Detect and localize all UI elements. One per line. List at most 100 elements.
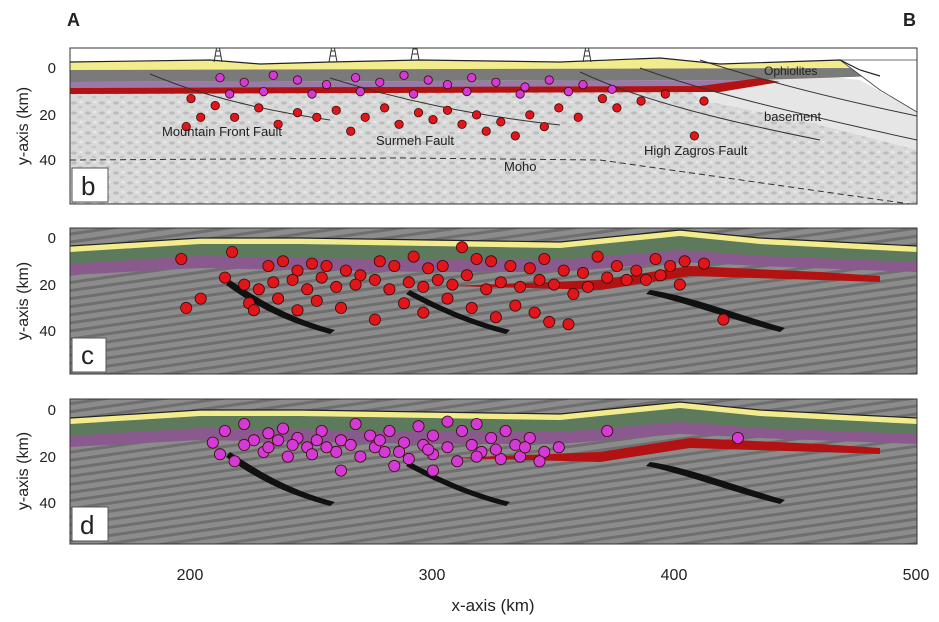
earthquake-point-d-1-32	[330, 445, 343, 458]
earthquake-point-b-2-31	[196, 112, 206, 122]
x-tick-300: 300	[419, 567, 446, 584]
earthquake-point-d-1-51	[489, 443, 502, 456]
earthquake-point-d-1-58	[470, 450, 483, 463]
earthquake-point-b-2-23	[573, 112, 583, 122]
surmeh-fault-label: Surmeh Fault	[376, 133, 454, 148]
earthquake-point-b-3-2	[268, 70, 278, 80]
earthquake-point-d-1-44	[320, 441, 333, 454]
earthquake-point-b-2-4	[273, 119, 283, 129]
earthquake-point-d-1-9	[334, 434, 347, 447]
earthquake-point-c-0-12	[422, 262, 435, 275]
earthquake-point-c-0-15	[470, 252, 483, 265]
x-axis-title: x-axis (km)	[451, 596, 534, 615]
earthquake-point-b-2-25	[612, 103, 622, 113]
earthquake-point-d-1-16	[441, 415, 454, 428]
surface-yellow-strip	[70, 58, 860, 70]
earthquake-point-c-0-44	[446, 278, 459, 291]
earthquake-point-c-0-40	[383, 283, 396, 296]
earthquake-point-c-0-21	[577, 266, 590, 279]
panel-c: c	[69, 227, 918, 375]
earthquake-point-d-1-5	[276, 422, 289, 435]
fault-1	[226, 280, 335, 334]
y-tick-b-20: 20	[39, 107, 56, 124]
earthquake-point-b-3-3	[292, 75, 303, 85]
earthquake-point-b-2-17	[481, 126, 491, 136]
earthquake-point-c-0-29	[717, 313, 730, 326]
earthquake-point-d-1-39	[494, 452, 507, 465]
earthquake-point-d-1-19	[485, 431, 498, 444]
earthquake-point-b-3-5	[350, 73, 361, 83]
earthquake-point-c-0-3	[276, 255, 289, 268]
earthquake-point-d-1-43	[286, 438, 299, 451]
earthquake-point-b-3-7	[399, 70, 409, 80]
panel-d-label-box	[71, 506, 109, 542]
earthquake-point-d-1-14	[412, 420, 425, 433]
earthquake-point-c-0-68	[489, 311, 502, 324]
panel-c-frame	[69, 227, 918, 375]
earthquake-point-b-3-19	[355, 87, 365, 97]
red-decollement	[450, 438, 880, 462]
earthquake-point-b-3-13	[544, 75, 554, 85]
earthquake-point-d-1-35	[402, 452, 415, 465]
earthquake-point-b-2-30	[181, 122, 191, 132]
earthquake-point-c-0-69	[509, 299, 522, 312]
earthquake-point-c-0-38	[349, 278, 362, 291]
earthquake-point-b-2-24	[597, 94, 608, 104]
earthquake-point-b-3-10	[467, 73, 477, 83]
earthquake-point-d-1-17	[455, 424, 468, 437]
earthquake-point-d-1-30	[281, 450, 294, 463]
earthquake-point-c-0-51	[567, 287, 580, 300]
earthquake-point-c-0-67	[465, 301, 478, 314]
earthquake-point-b-3-14	[578, 80, 588, 90]
surface-line	[70, 401, 917, 419]
earthquake-point-b-2-22	[554, 103, 564, 113]
x-tick-500: 500	[903, 567, 930, 584]
y-tick-c-20: 20	[39, 277, 56, 294]
earthquake-point-c-0-42	[417, 280, 430, 293]
earthquake-point-c-0-57	[673, 278, 686, 291]
earthquake-point-b-2-2	[230, 112, 240, 122]
fault-3	[646, 462, 785, 504]
earthquake-point-c-0-6	[320, 259, 333, 272]
earthquake-point-c-0-37	[330, 280, 343, 293]
earthquake-point-b-2-29	[699, 96, 709, 106]
panel-c-label-box	[71, 337, 107, 373]
earthquake-point-c-0-52	[581, 280, 594, 293]
high-zagros-fault-label: High Zagros Fault	[644, 143, 748, 158]
earthquake-point-c-0-4	[291, 264, 304, 277]
earthquake-point-b-3-23	[563, 87, 574, 97]
earthquake-point-c-0-30	[218, 271, 231, 284]
earthquake-point-b-2-9	[360, 112, 370, 122]
panel-c-earthquakes	[175, 241, 730, 331]
y-tick-d-40: 40	[39, 495, 56, 512]
earthquake-point-b-2-19	[510, 131, 520, 141]
earthquake-point-c-0-13	[436, 259, 449, 272]
earthquake-point-d-1-49	[441, 441, 454, 454]
earthquake-point-c-0-18	[523, 262, 536, 275]
panel-b: b A B Ophiolites basement Mountain Front…	[67, 10, 918, 205]
earthquake-point-b-2-20	[525, 110, 535, 120]
earthquake-point-b-3-11	[491, 77, 501, 87]
earthquake-point-b-3-18	[307, 89, 317, 99]
earthquake-point-d-1-52	[519, 441, 532, 454]
earthquake-point-c-0-10	[388, 259, 401, 272]
basement-crosses	[838, 59, 917, 113]
y-tick-b-40: 40	[39, 152, 56, 169]
earthquake-point-d-1-60	[388, 459, 401, 472]
earthquake-point-c-0-0	[175, 252, 188, 265]
earthquake-point-b-2-8	[346, 126, 356, 136]
earthquake-point-b-2-28	[689, 131, 700, 141]
earthquake-point-d-1-0	[206, 436, 219, 449]
red-decollement	[70, 78, 780, 94]
earthquake-point-c-0-56	[654, 269, 667, 282]
earthquake-point-d-1-11	[364, 429, 377, 442]
panel-d-label: d	[80, 510, 94, 540]
ophiolites-label: Ophiolites	[764, 64, 817, 78]
crust-layer	[70, 92, 917, 204]
earthquake-point-c-0-64	[397, 297, 410, 310]
earthquake-point-d-1-54	[272, 434, 285, 447]
earthquake-point-b-3-17	[258, 87, 269, 97]
earthquake-point-c-0-26	[664, 259, 677, 272]
earthquake-point-c-0-33	[267, 276, 280, 289]
earthquake-point-c-0-46	[480, 283, 493, 296]
